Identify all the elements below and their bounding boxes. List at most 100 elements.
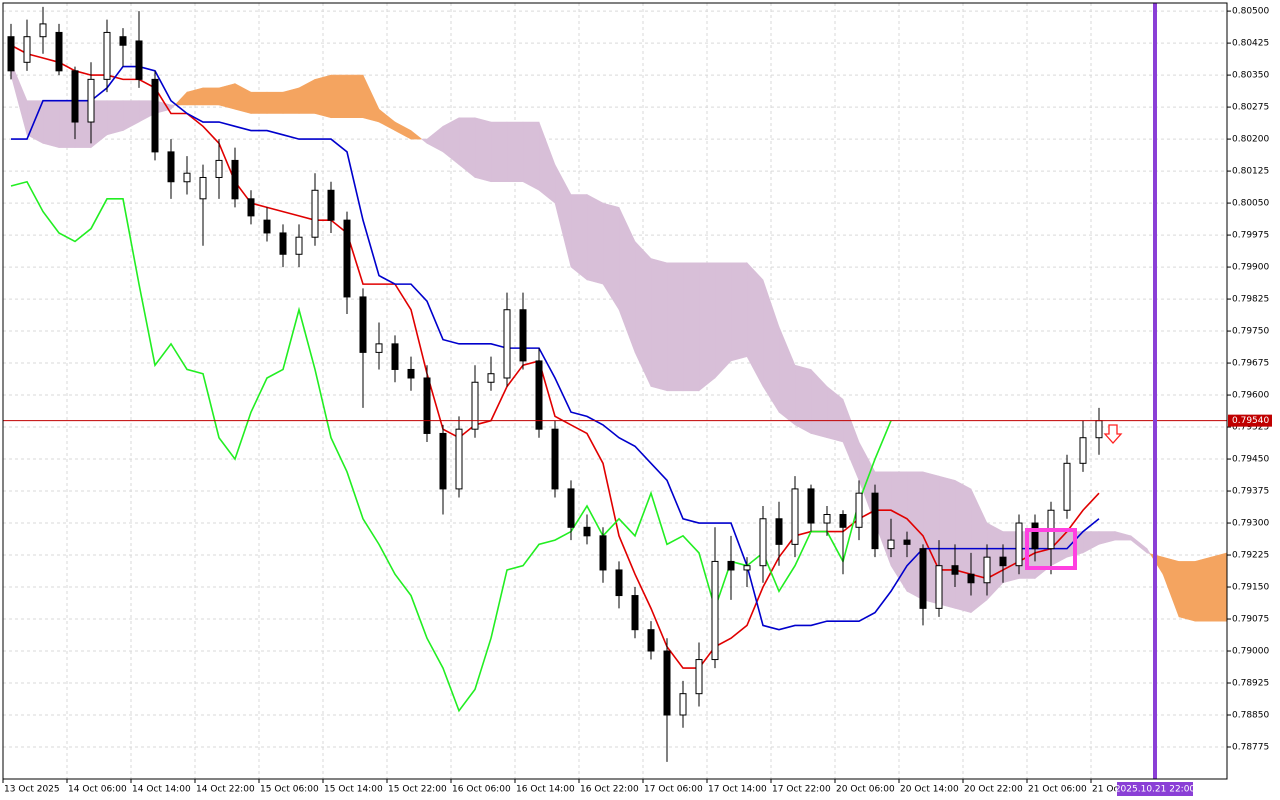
candle-body — [1079, 437, 1087, 464]
candle-body — [599, 535, 607, 571]
candle-body — [199, 176, 207, 200]
candle-body — [839, 514, 847, 528]
candle-body — [727, 560, 735, 571]
y-tick-label: 0.79600 — [1232, 391, 1269, 401]
cloud-area — [1178, 561, 1196, 622]
vline-label: 2025.10.21 22:00 — [1115, 785, 1196, 795]
candle-body — [311, 189, 319, 238]
candle-body — [167, 151, 175, 183]
candle-body — [775, 518, 783, 545]
x-tick-label: 17 Oct 06:00 — [644, 785, 703, 795]
candle-body — [1031, 522, 1039, 550]
y-tick-label: 0.79450 — [1232, 455, 1269, 465]
candle-body — [903, 539, 911, 545]
y-tick-label: 0.80050 — [1232, 199, 1269, 209]
cloud-area — [522, 121, 540, 191]
y-tick-label: 0.80500 — [1232, 7, 1269, 17]
candle-body — [375, 343, 383, 353]
candle-body — [247, 198, 255, 217]
candle-body — [471, 381, 479, 430]
candle-body — [151, 78, 159, 153]
candle-body — [951, 565, 959, 575]
x-tick-label: 17 Oct 22:00 — [772, 785, 831, 795]
candle-body — [135, 40, 143, 80]
indicator-line — [11, 65, 1100, 631]
cloud-area — [410, 129, 423, 140]
candle-body — [823, 514, 831, 524]
candle-body — [343, 219, 351, 298]
candle-body — [519, 309, 527, 362]
overlays — [3, 3, 1227, 779]
cloud-area — [698, 262, 716, 392]
candle-body — [503, 309, 511, 379]
indicator-line — [10, 44, 1100, 669]
y-tick-label: 0.79825 — [1232, 295, 1269, 305]
y-tick-label: 0.79075 — [1232, 615, 1269, 625]
cloud-area — [794, 364, 812, 434]
candle-body — [407, 368, 415, 379]
y-tick-label: 0.78850 — [1232, 711, 1269, 721]
candle-body — [647, 629, 655, 652]
cloud-area — [714, 262, 732, 379]
candle-body — [327, 189, 335, 221]
candle-body — [23, 36, 31, 63]
y-tick-label: 0.79375 — [1232, 487, 1269, 497]
candle-body — [295, 236, 303, 255]
y-tick-label: 0.80125 — [1232, 167, 1269, 177]
candle-body — [807, 488, 815, 524]
candle-body — [663, 650, 671, 716]
cloud-area — [330, 74, 348, 119]
candle-body — [791, 488, 799, 545]
indicator-line — [10, 180, 892, 713]
candle-body — [711, 560, 719, 661]
candle-body — [71, 70, 79, 123]
candle-body — [871, 492, 879, 550]
y-tick-label: 0.78775 — [1232, 743, 1269, 753]
candle-body — [7, 36, 15, 72]
cloud-area — [346, 74, 364, 119]
cloud-area — [282, 87, 300, 114]
candle-body — [231, 159, 239, 200]
candle-body — [887, 539, 895, 550]
y-tick-label: 0.78925 — [1232, 679, 1269, 689]
cloud-area — [730, 262, 748, 362]
x-tick-label: 15 Oct 14:00 — [324, 785, 383, 795]
candle-body — [119, 36, 127, 46]
x-tick-label: 15 Oct 06:00 — [260, 785, 319, 795]
candle-body — [279, 232, 287, 255]
cloud-area — [218, 83, 236, 110]
grid — [2, 3, 1227, 779]
candle-body — [567, 488, 575, 528]
candle-body — [439, 432, 447, 490]
candle-body — [87, 78, 95, 123]
cloud-area — [1146, 547, 1151, 555]
y-tick-label: 0.79750 — [1232, 327, 1269, 337]
cloud-area — [106, 100, 124, 136]
plot-frame — [2, 2, 1228, 780]
x-tick-label: 14 Oct 22:00 — [196, 785, 255, 795]
cloud-area — [650, 258, 668, 392]
cloud-area — [170, 104, 176, 110]
y-tick-label: 0.80350 — [1232, 71, 1269, 81]
vline-label-bg — [1117, 782, 1193, 796]
cloud-area — [682, 262, 700, 392]
y-tick-label: 0.80200 — [1232, 135, 1269, 145]
cloud-area — [202, 87, 220, 106]
y-tick-label: 0.79000 — [1232, 647, 1269, 657]
sell-arrow — [1103, 424, 1123, 444]
candle-body — [103, 31, 111, 80]
candle-body — [551, 428, 559, 490]
x-tick-label: 14 Oct 14:00 — [132, 785, 191, 795]
candles — [7, 6, 1103, 762]
candle-body — [423, 377, 431, 434]
x-tick-label: 16 Oct 22:00 — [580, 785, 639, 795]
candle-body — [967, 573, 975, 584]
candle-body — [359, 296, 367, 353]
candle-body — [1095, 420, 1103, 439]
cloud-area — [1210, 552, 1228, 622]
candle-body — [919, 548, 927, 609]
candle-body — [743, 565, 751, 571]
candle-body — [983, 556, 991, 584]
